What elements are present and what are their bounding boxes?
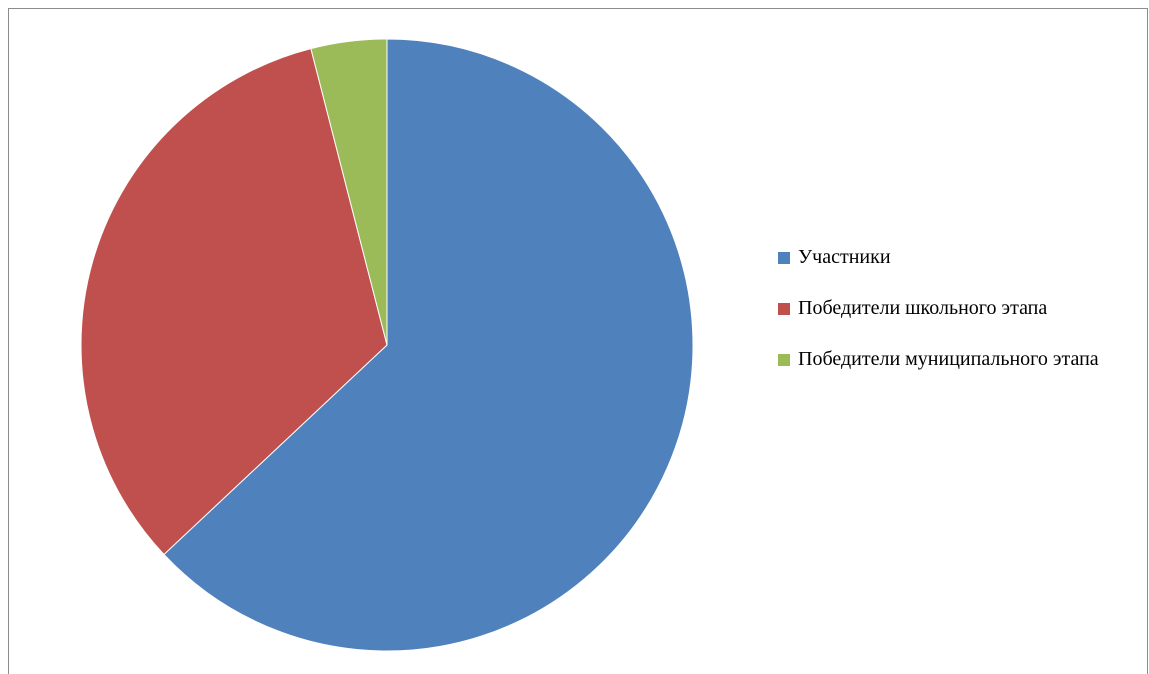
pie-slice-1 (163, 38, 694, 652)
legend-swatch (778, 303, 790, 315)
legend-item: Победители муниципального этапа (778, 346, 1140, 372)
legend-label: Победители школьного этапа (798, 297, 1048, 319)
legend-swatch (778, 354, 790, 366)
legend-item: Победители школьного этапа (778, 295, 1140, 321)
legend-label: Участники (798, 246, 891, 268)
legend-swatch (778, 252, 790, 264)
legend: Участники Победители школьного этапа Побед… (778, 244, 1140, 397)
legend-label: Победители муниципального этапа (798, 348, 1099, 370)
pie-slice-2 (80, 48, 388, 556)
chart-frame (8, 8, 1148, 674)
legend-item: Участники (778, 244, 1140, 270)
pie-slice-3 (310, 38, 388, 346)
